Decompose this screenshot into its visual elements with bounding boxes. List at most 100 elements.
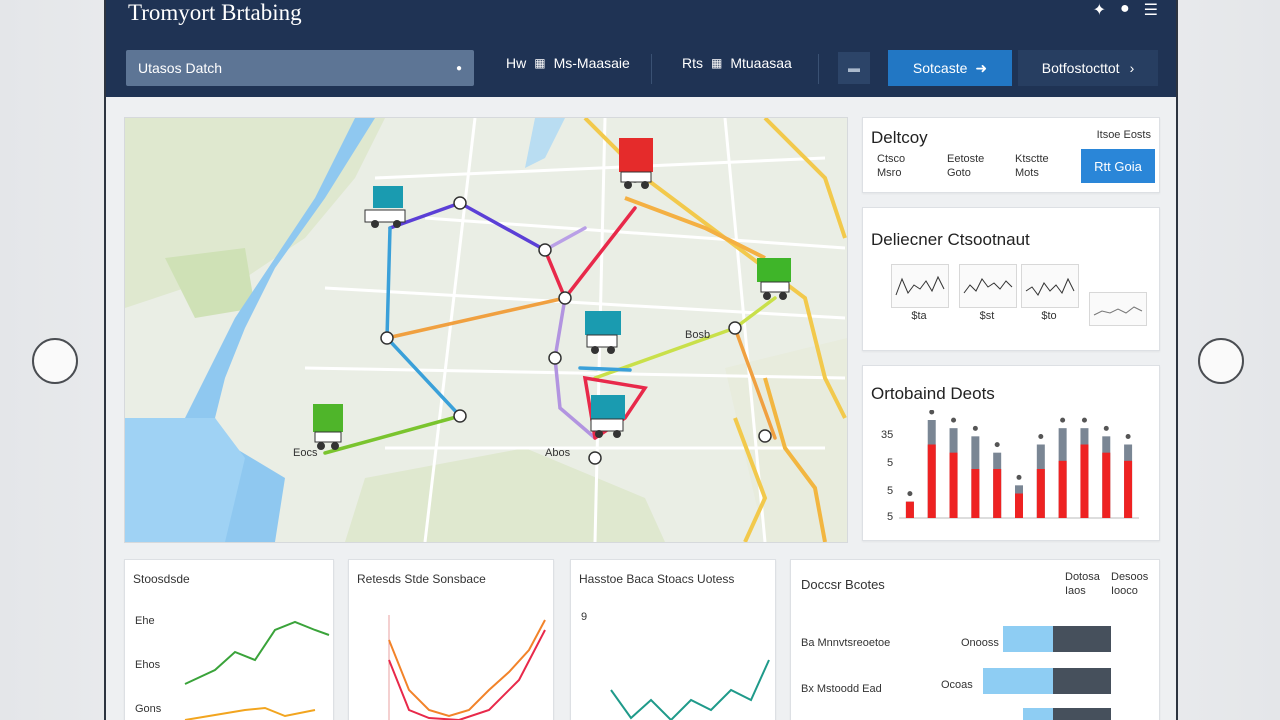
truck-marker-green[interactable] — [757, 258, 791, 300]
pond — [525, 118, 565, 168]
sparkline-1 — [891, 264, 949, 308]
bar-dark — [1053, 626, 1111, 652]
pin-icon[interactable]: ✦ — [1092, 2, 1106, 19]
orders-bar-marker — [1060, 417, 1066, 423]
filter-2[interactable]: Rts ▦ Mtuaasaa — [682, 55, 792, 71]
bottom-card-2: Retesds Stde Sonsbace — [348, 559, 554, 720]
bottom-chart-2 — [388, 615, 546, 720]
delivery-col-1: Ctsco Msro — [877, 152, 905, 180]
col-line: Ktsctte — [1015, 153, 1049, 165]
orders-bar-marker — [1125, 434, 1131, 439]
right-home-button[interactable] — [1198, 338, 1244, 384]
sparkline-2-label: $st — [979, 310, 995, 322]
park-area — [165, 248, 255, 318]
orders-bar-marker — [951, 417, 957, 423]
filter-2-value: Mtuaasaa — [730, 55, 792, 71]
orders-card: Ortobaind Deots 35 5 5 5 — [862, 365, 1160, 541]
orders-bar-marker — [972, 425, 978, 431]
orders-bar-chart — [899, 410, 1139, 519]
bottom-chart-1 — [184, 620, 330, 720]
bar-light — [1023, 708, 1053, 720]
orders-tick: 5 — [887, 511, 894, 523]
secondary-button-label: Botfostocttot — [1041, 60, 1120, 76]
grid-view-button[interactable]: ▬ — [838, 52, 870, 84]
filter-1-icon: ▦ — [534, 56, 546, 70]
secondary-button[interactable]: Botfostocttot › — [1018, 50, 1158, 86]
orders-bar[interactable] — [1102, 452, 1111, 518]
filter-1[interactable]: Hw ▦ Ms-Maasaie — [506, 55, 630, 71]
bottom-card-4: Doccsr Bcotes Dotosa Iaos Desoos Iooco B… — [790, 559, 1160, 720]
bottom-card-1-title: Stoosdsde — [133, 572, 190, 586]
app-screen: Tromyort Brtabing ✦ ● ☰ Utasos Datch ● H… — [104, 0, 1178, 720]
col-line: Goto — [947, 167, 971, 179]
orders-bar[interactable] — [927, 444, 936, 519]
orders-bar[interactable] — [949, 452, 958, 518]
filter-1-label: Hw — [506, 55, 527, 71]
delivery-status-title: Deliecner Ctsootnaut — [871, 230, 1030, 249]
truck-marker-green-2[interactable] — [313, 404, 343, 450]
deliveries-action-button[interactable]: Rtt Goia — [1081, 149, 1155, 183]
sparkline-4 — [1089, 292, 1147, 326]
deliveries-title: Deltcoy — [871, 128, 928, 147]
menu-icon[interactable]: ☰ — [1143, 2, 1158, 19]
deliveries-right-label: Itsoe Eosts — [1096, 129, 1151, 141]
primary-button-label: Sotcaste — [912, 60, 968, 76]
chevron-right-icon: › — [1129, 60, 1135, 76]
filter-2-icon: ▦ — [711, 56, 723, 70]
legend-line: Dotosa — [1065, 571, 1100, 583]
delivery-status-card: Deliecner Ctsootnaut $ta $st $to — [862, 207, 1160, 351]
dot-icon: ● — [455, 62, 462, 74]
app-title: Tromyort Brtabing — [128, 0, 302, 25]
bar-light — [1003, 626, 1053, 652]
orders-bar[interactable] — [1124, 460, 1133, 518]
bar-dark — [1053, 668, 1111, 694]
orders-bar[interactable] — [993, 469, 1002, 518]
orders-bar[interactable] — [905, 501, 914, 518]
row-tag: Ocoas — [941, 679, 973, 691]
orders-bar[interactable] — [1058, 460, 1067, 518]
orders-bar[interactable] — [1015, 493, 1023, 519]
lake — [125, 418, 245, 542]
legend-1: Dotosa Iaos — [1065, 570, 1100, 598]
row-label: Ba Mnnvtsreoetoe — [801, 637, 891, 649]
orders-bar[interactable] — [1080, 444, 1089, 519]
bar-light — [983, 668, 1053, 694]
legend-line: Iooco — [1111, 585, 1138, 597]
axis-tick: Ehos — [135, 659, 161, 671]
bottom-card-3-title: Hasstoe Baca Stoacs Uotess — [579, 572, 735, 586]
map-label: Eocs — [293, 447, 318, 459]
map-label: Bosb — [685, 329, 711, 341]
truck-marker-blue[interactable] — [364, 186, 406, 228]
top-bar: Tromyort Brtabing ✦ ● ☰ Utasos Datch ● H… — [106, 0, 1176, 97]
truck-marker-teal[interactable] — [585, 311, 621, 354]
orders-bar[interactable] — [971, 469, 980, 518]
search-input[interactable]: Utasos Datch ● — [126, 50, 474, 86]
bottom-card-3: Hasstoe Baca Stoacs Uotess 9 — [570, 559, 776, 720]
left-home-button[interactable] — [32, 338, 78, 384]
row-label: Bx Mstoodd Ead — [801, 683, 882, 695]
orders-bar-marker — [907, 491, 913, 497]
legend-2: Desoos Iooco — [1111, 570, 1148, 598]
axis-tick: Gons — [135, 703, 162, 715]
sparkline-3-label: $to — [1041, 310, 1057, 322]
filter-2-label: Rts — [682, 55, 703, 71]
bottom-chart-3 — [610, 659, 770, 720]
row-tag: Onooss — [961, 637, 999, 649]
axis-tick: 9 — [581, 611, 588, 623]
route-map[interactable]: Eocs Abos Bosb — [124, 117, 848, 543]
map-svg — [125, 118, 847, 542]
sparkline-3 — [1021, 264, 1079, 308]
bottom-card-2-title: Retesds Stde Sonsbace — [357, 572, 486, 586]
bell-icon[interactable]: ● — [1119, 0, 1130, 17]
deliveries-card: Deltcoy Itsoe Eosts Ctsco Msro Eetoste G… — [862, 117, 1160, 193]
divider — [818, 54, 819, 84]
delivery-col-2: Eetoste Goto — [947, 152, 984, 180]
orders-bar[interactable] — [1036, 469, 1045, 518]
primary-button[interactable]: Sotcaste ➜ — [888, 50, 1012, 86]
search-value: Utasos Datch — [138, 60, 223, 76]
truck-marker-teal-2[interactable] — [590, 395, 625, 438]
truck-marker-red[interactable] — [619, 138, 653, 189]
col-line: Eetoste — [947, 153, 985, 165]
orders-tick: 5 — [887, 457, 894, 469]
orders-bar-marker — [1038, 434, 1044, 439]
